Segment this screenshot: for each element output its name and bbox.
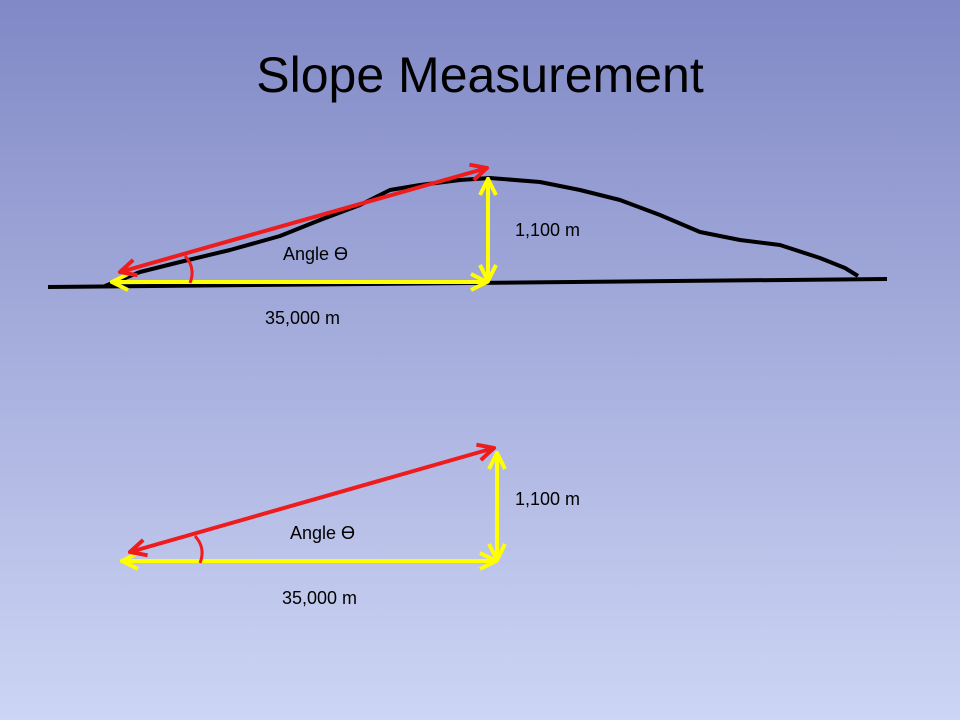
angle-arc bbox=[183, 254, 194, 284]
slide-title: Slope Measurement bbox=[256, 47, 704, 103]
base-label: 35,000 m bbox=[265, 308, 340, 328]
triangle-figure: 1,100 m Angle Ɵ 35,000 m bbox=[122, 448, 580, 608]
mountain-figure: 1,100 m Angle Ɵ 35,000 m bbox=[47, 168, 888, 328]
angle-label: Angle Ɵ bbox=[283, 244, 348, 264]
slope-arrow bbox=[130, 448, 494, 552]
base-label: 35,000 m bbox=[282, 588, 357, 608]
angle-label: Angle Ɵ bbox=[290, 523, 355, 543]
angle-arc bbox=[193, 534, 204, 564]
height-label: 1,100 m bbox=[515, 489, 580, 509]
height-label: 1,100 m bbox=[515, 220, 580, 240]
slope-arrow bbox=[120, 168, 487, 272]
